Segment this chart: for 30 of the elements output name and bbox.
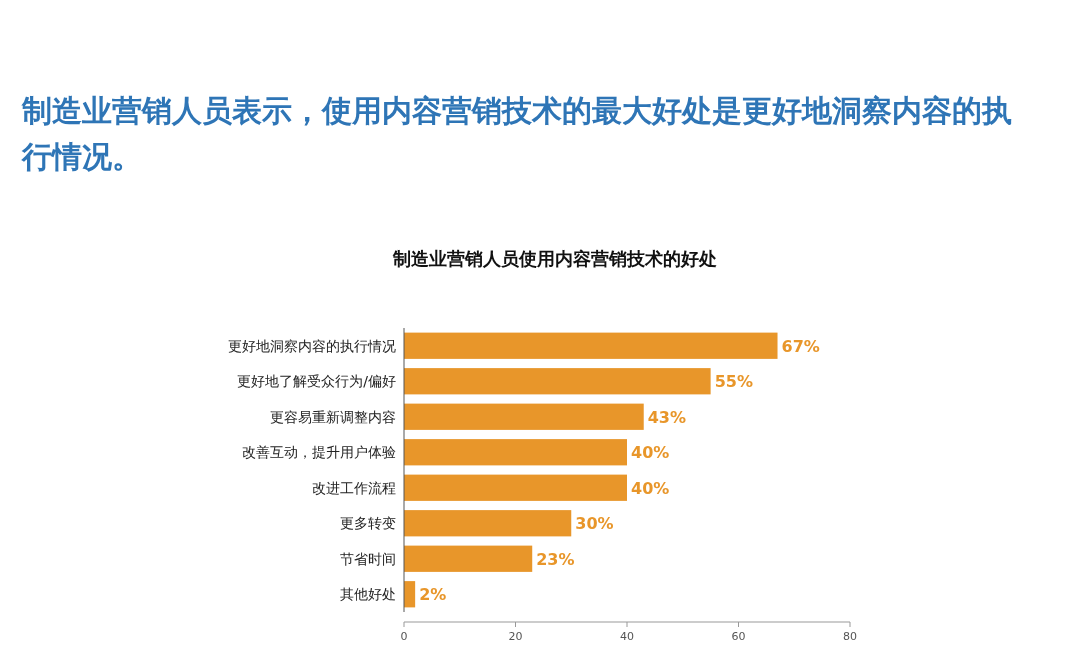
x-tick-label: 0 — [400, 630, 408, 643]
x-tick-label: 40 — [620, 630, 634, 643]
bar — [404, 332, 778, 359]
x-tick-label: 20 — [508, 630, 523, 643]
data-label: 43% — [647, 407, 687, 427]
y-tick-label: 更多转变 — [340, 515, 396, 532]
chart-subtitle: 制造业营销人员使用内容营销技术的好处 — [392, 248, 717, 269]
bar — [404, 403, 644, 430]
y-tick-label: 其他好处 — [340, 586, 396, 603]
bar — [404, 439, 627, 466]
x-tick-label: 60 — [731, 630, 746, 643]
data-label: 40% — [631, 443, 670, 463]
y-tick-label: 改善互动，提升用户体验 — [242, 444, 396, 461]
bar — [404, 510, 572, 537]
chart-title: 制造业营销人员表示，使用内容营销技术的最大好处是更好地洞察内容的执行情况。 — [22, 92, 1013, 176]
y-tick-label: 改进工作流程 — [312, 479, 396, 496]
data-label: 23% — [536, 549, 575, 569]
data-label: 2% — [419, 585, 447, 605]
bar — [404, 368, 711, 395]
data-label: 40% — [631, 478, 670, 498]
bar — [404, 474, 627, 501]
bar — [404, 545, 533, 572]
data-label: 55% — [714, 372, 753, 392]
y-tick-label: 更好地了解受众行为/偏好 — [237, 373, 396, 390]
y-tick-label: 更容易重新调整内容 — [270, 408, 396, 425]
y-tick-label: 更好地洞察内容的执行情况 — [228, 337, 396, 354]
data-label: 30% — [575, 514, 614, 534]
y-tick-label: 节省时间 — [340, 550, 396, 567]
data-label: 67% — [781, 336, 820, 356]
x-tick-label: 80 — [843, 630, 857, 643]
